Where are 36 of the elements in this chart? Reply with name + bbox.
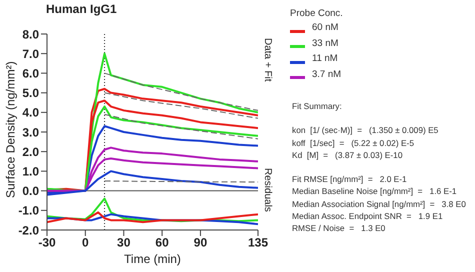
y-tick-label: 1.0 bbox=[22, 164, 40, 178]
text: koff [1/sec] = (5.22 ± 0.02) E-5 bbox=[292, 138, 414, 148]
y-tick-label: -1.0 bbox=[18, 204, 40, 218]
text: Median Baseline Noise [ng/mm²] = 1.6 E-1 bbox=[292, 186, 457, 196]
legend-label: 3.7 nM bbox=[312, 68, 342, 80]
text: Kd [M] = (3.87 ± 0.03) E-10 bbox=[292, 150, 402, 160]
y-tick-label: 3.0 bbox=[22, 125, 40, 140]
y-tick-label: 7.0 bbox=[22, 46, 40, 61]
text: RMSE / Noise = 1.3 E0 bbox=[292, 223, 386, 234]
text: Fit Summary: bbox=[292, 101, 342, 111]
y-tick-label: -2.0 bbox=[18, 223, 40, 238]
x-tick-label: 90 bbox=[194, 236, 208, 250]
x-tick-label: 135 bbox=[248, 236, 268, 250]
y-tick-label: 0.0 bbox=[22, 184, 40, 198]
y-tick-label: 8.0 bbox=[22, 27, 40, 42]
text: kon [1/ (sec·M)] = (1.350 ± 0.009) E5 bbox=[292, 125, 438, 136]
chart-title: Human IgG1 bbox=[46, 2, 117, 16]
text: Data + Fit bbox=[262, 38, 273, 82]
legend-label: 33 nM bbox=[312, 38, 338, 49]
x-tick-label: -30 bbox=[38, 236, 56, 250]
y-tick-label: 2.0 bbox=[22, 144, 40, 159]
text: Fit RMSE [ng/mm²] = 2.0 E-1 bbox=[292, 174, 407, 184]
y-tick-label: 6.0 bbox=[22, 66, 40, 80]
x-tick-label: 30 bbox=[117, 236, 131, 250]
y-tick-label: 5.0 bbox=[22, 86, 40, 100]
text: Median Association Signal [ng/mm²] = 3.8 E0 bbox=[292, 198, 466, 209]
x-axis-title: Time (min) bbox=[124, 252, 181, 266]
legend-label: 60 nM bbox=[312, 22, 338, 34]
y-tick-label: 4.0 bbox=[22, 106, 40, 120]
legend-title: Probe Conc. bbox=[290, 8, 343, 19]
legend-label: 11 nM bbox=[312, 53, 338, 64]
y-axis-title: Surface Density (ng/mm²) bbox=[3, 61, 18, 198]
text: Median Assoc. Endpoint SNR = 1.9 E1 bbox=[292, 211, 443, 222]
x-tick-label: 0 bbox=[82, 236, 90, 250]
x-tick-label: 60 bbox=[155, 236, 170, 250]
text: Residuals bbox=[262, 168, 273, 212]
